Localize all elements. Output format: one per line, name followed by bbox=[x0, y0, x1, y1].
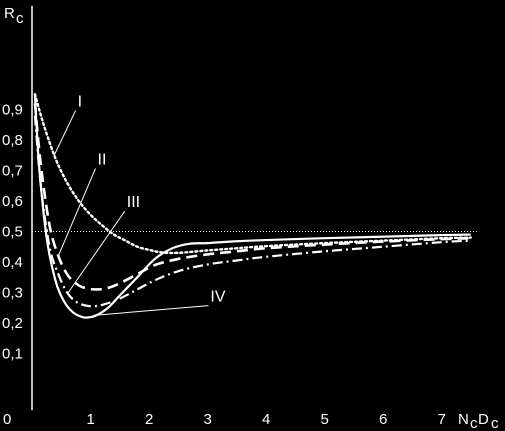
y-axis-title: R c bbox=[4, 5, 24, 27]
x-tick-label: 5 bbox=[321, 411, 329, 428]
y-axis-title-sub: c bbox=[16, 10, 24, 27]
y-tick-label: 0,9 bbox=[2, 102, 23, 119]
x-tick-labels: 0 1 2 3 4 5 6 7 bbox=[3, 411, 446, 428]
series-group bbox=[33, 93, 472, 319]
series-line-iv bbox=[33, 94, 471, 319]
annotation-leader-ii bbox=[57, 168, 96, 257]
series-line-iii bbox=[33, 115, 471, 308]
y-tick-label: 0,5 bbox=[2, 224, 23, 241]
annotation-label-i: I bbox=[78, 93, 82, 110]
series-line-ii bbox=[33, 103, 471, 291]
x-axis-title-part-2-main: D bbox=[478, 411, 489, 428]
y-axis-title-main: R bbox=[4, 5, 15, 22]
y-tick-labels: 0,1 0,2 0,3 0,4 0,5 0,6 0,7 0,8 0,9 bbox=[2, 102, 23, 363]
y-tick-label: 0,4 bbox=[2, 254, 23, 271]
x-tick-label: 3 bbox=[204, 411, 212, 428]
annotation-label-iii: III bbox=[127, 194, 140, 211]
x-tick-label: 2 bbox=[145, 411, 153, 428]
x-axis-title: N c D c bbox=[458, 411, 499, 431]
y-tick-label: 0,2 bbox=[2, 315, 23, 332]
annotation-leader-iv bbox=[93, 305, 209, 316]
annotation-leader-i bbox=[53, 110, 77, 156]
x-axis-title-part-1-main: N bbox=[458, 411, 469, 428]
series-line-i bbox=[33, 93, 472, 255]
y-tick-label: 0,3 bbox=[2, 285, 23, 302]
x-tick-label: 1 bbox=[87, 411, 95, 428]
y-tick-label: 0,1 bbox=[2, 346, 23, 363]
x-axis-title-part-2-sub: c bbox=[491, 415, 499, 431]
x-axis-title-part-1-sub: c bbox=[470, 415, 478, 431]
x-tick-label: 7 bbox=[438, 411, 446, 428]
x-tick-label: 0 bbox=[3, 411, 11, 428]
x-tick-label: 6 bbox=[379, 411, 387, 428]
annotation-leader-iii bbox=[67, 210, 126, 293]
annotation-label-iv: IV bbox=[210, 289, 225, 306]
annotation-label-ii: II bbox=[98, 151, 107, 168]
y-tick-label: 0,7 bbox=[2, 163, 23, 180]
x-tick-label: 4 bbox=[262, 411, 270, 428]
y-tick-label: 0,8 bbox=[2, 132, 23, 149]
y-tick-label: 0,6 bbox=[2, 193, 23, 210]
